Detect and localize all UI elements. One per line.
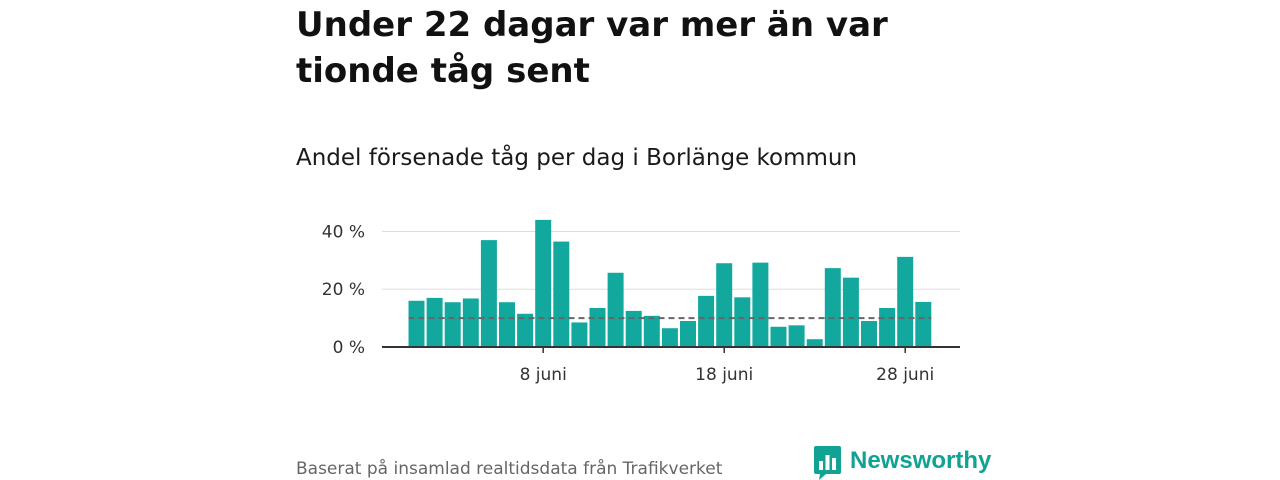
bar — [643, 315, 660, 347]
bar — [535, 219, 552, 347]
headline: Under 22 dagar var mer än var tionde tåg… — [296, 5, 888, 91]
bar — [408, 300, 425, 347]
bar — [571, 322, 588, 347]
bar — [553, 241, 570, 347]
bar — [480, 240, 497, 347]
bar — [788, 325, 805, 347]
bar — [517, 313, 534, 347]
x-tick-label: 28 juni — [876, 365, 934, 385]
bar-chart-speech-bubble-icon — [814, 446, 841, 480]
bar — [824, 268, 841, 347]
bar — [499, 302, 515, 347]
bar — [661, 328, 678, 347]
source-note: Baserat på insamlad realtidsdata från Tr… — [296, 459, 723, 479]
y-tick-label: 20 % — [322, 280, 365, 300]
grid-lines — [382, 230, 960, 290]
chart-subtitle: Andel försenade tåg per dag i Borlänge k… — [296, 145, 858, 171]
bar — [462, 298, 479, 347]
bar — [861, 321, 877, 347]
bar — [426, 297, 443, 347]
axes: 0 % 20 % 40 % 8 juni 18 juni 28 juni — [322, 222, 960, 385]
bar — [897, 256, 914, 347]
bar — [734, 297, 751, 347]
bars — [408, 219, 932, 347]
bar — [698, 295, 715, 347]
bar — [625, 310, 642, 347]
logo-text: Newsworthy — [850, 447, 992, 474]
bar — [770, 326, 787, 347]
y-tick-label: 0 % — [333, 338, 365, 358]
bar — [752, 262, 769, 347]
bar — [607, 272, 624, 347]
x-tick-label: 18 juni — [695, 365, 753, 385]
bar — [806, 339, 823, 347]
y-tick-label: 40 % — [322, 222, 365, 242]
x-tick-label: 8 juni — [520, 365, 567, 385]
bar — [879, 308, 896, 347]
bar — [589, 308, 606, 347]
bar — [716, 263, 733, 347]
bar — [842, 277, 859, 347]
newsworthy-logo[interactable]: Newsworthy — [814, 446, 991, 480]
bar — [680, 321, 696, 347]
bar — [444, 302, 461, 347]
bar — [915, 301, 932, 347]
